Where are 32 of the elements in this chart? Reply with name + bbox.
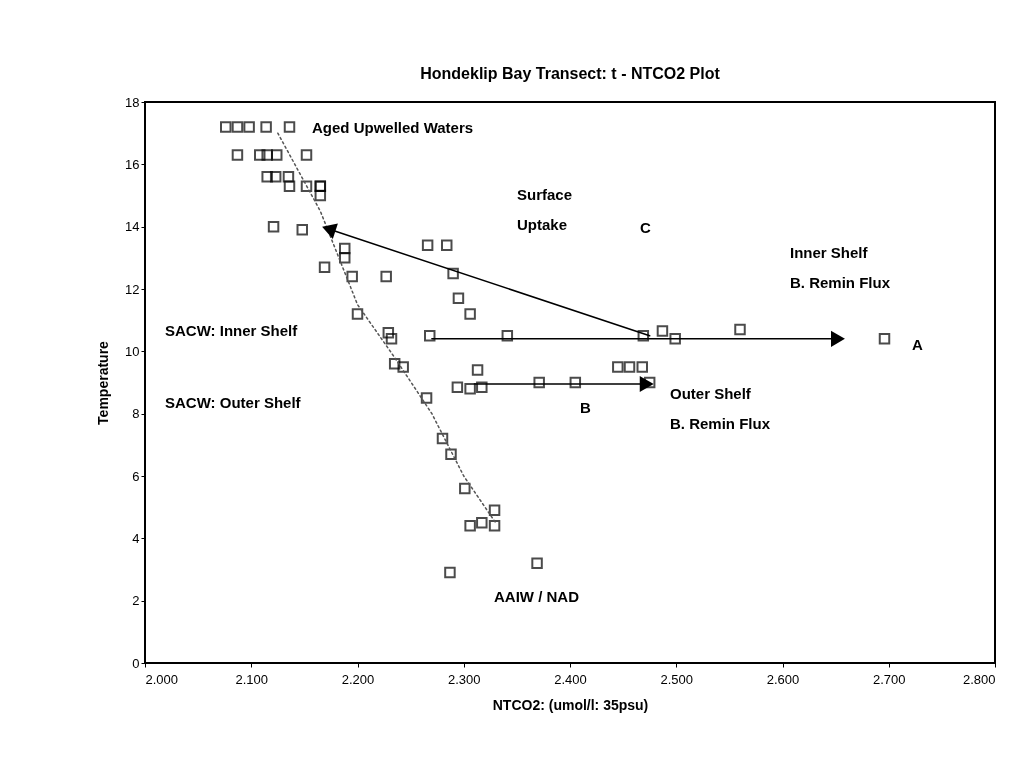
- y-tick-label: 8: [132, 406, 140, 422]
- annotation: Inner Shelf B. Remin Flux: [790, 244, 891, 291]
- chart-title: Hondeklip Bay Transect: t - NTCO2 Plot: [420, 65, 721, 82]
- x-tick-label: 2.000: [145, 671, 179, 687]
- y-tick-label: 10: [125, 343, 140, 359]
- x-tick-label: 2.200: [341, 671, 375, 687]
- y-tick-label: 18: [125, 94, 140, 110]
- y-tick-label: 6: [132, 468, 140, 484]
- annotation: C: [640, 219, 651, 236]
- x-tick-label: 2.300: [447, 671, 481, 687]
- annotation: Outer Shelf B. Remin Flux: [670, 385, 771, 432]
- x-axis-title: NTCO2: (umol/l: 35psu): [492, 696, 649, 713]
- y-tick-label: 4: [132, 530, 140, 546]
- y-tick-label: 0: [132, 655, 140, 671]
- y-tick-label: 16: [125, 156, 140, 172]
- annotation: Surface Uptake: [517, 186, 573, 233]
- x-tick-label: 2.800: [962, 671, 996, 687]
- y-tick-label: 2: [132, 593, 140, 609]
- annotation: SACW: Outer Shelf: [165, 394, 302, 411]
- y-axis-title: Temperature: [95, 340, 112, 425]
- x-tick-label: 2.400: [554, 671, 587, 687]
- annotation: SACW: Inner Shelf: [165, 322, 299, 339]
- x-tick-label: 2.500: [660, 671, 694, 687]
- x-tick-label: 2.100: [235, 671, 269, 687]
- annotation: A: [912, 336, 923, 353]
- y-tick-label: 12: [125, 281, 140, 297]
- annotation: B: [580, 399, 591, 416]
- annotation: AAIW / NAD: [494, 588, 580, 605]
- annotation: Aged Upwelled Waters: [312, 119, 474, 136]
- x-tick-label: 2.700: [872, 671, 906, 687]
- x-tick-label: 2.600: [766, 671, 800, 687]
- y-tick-label: 14: [125, 219, 140, 235]
